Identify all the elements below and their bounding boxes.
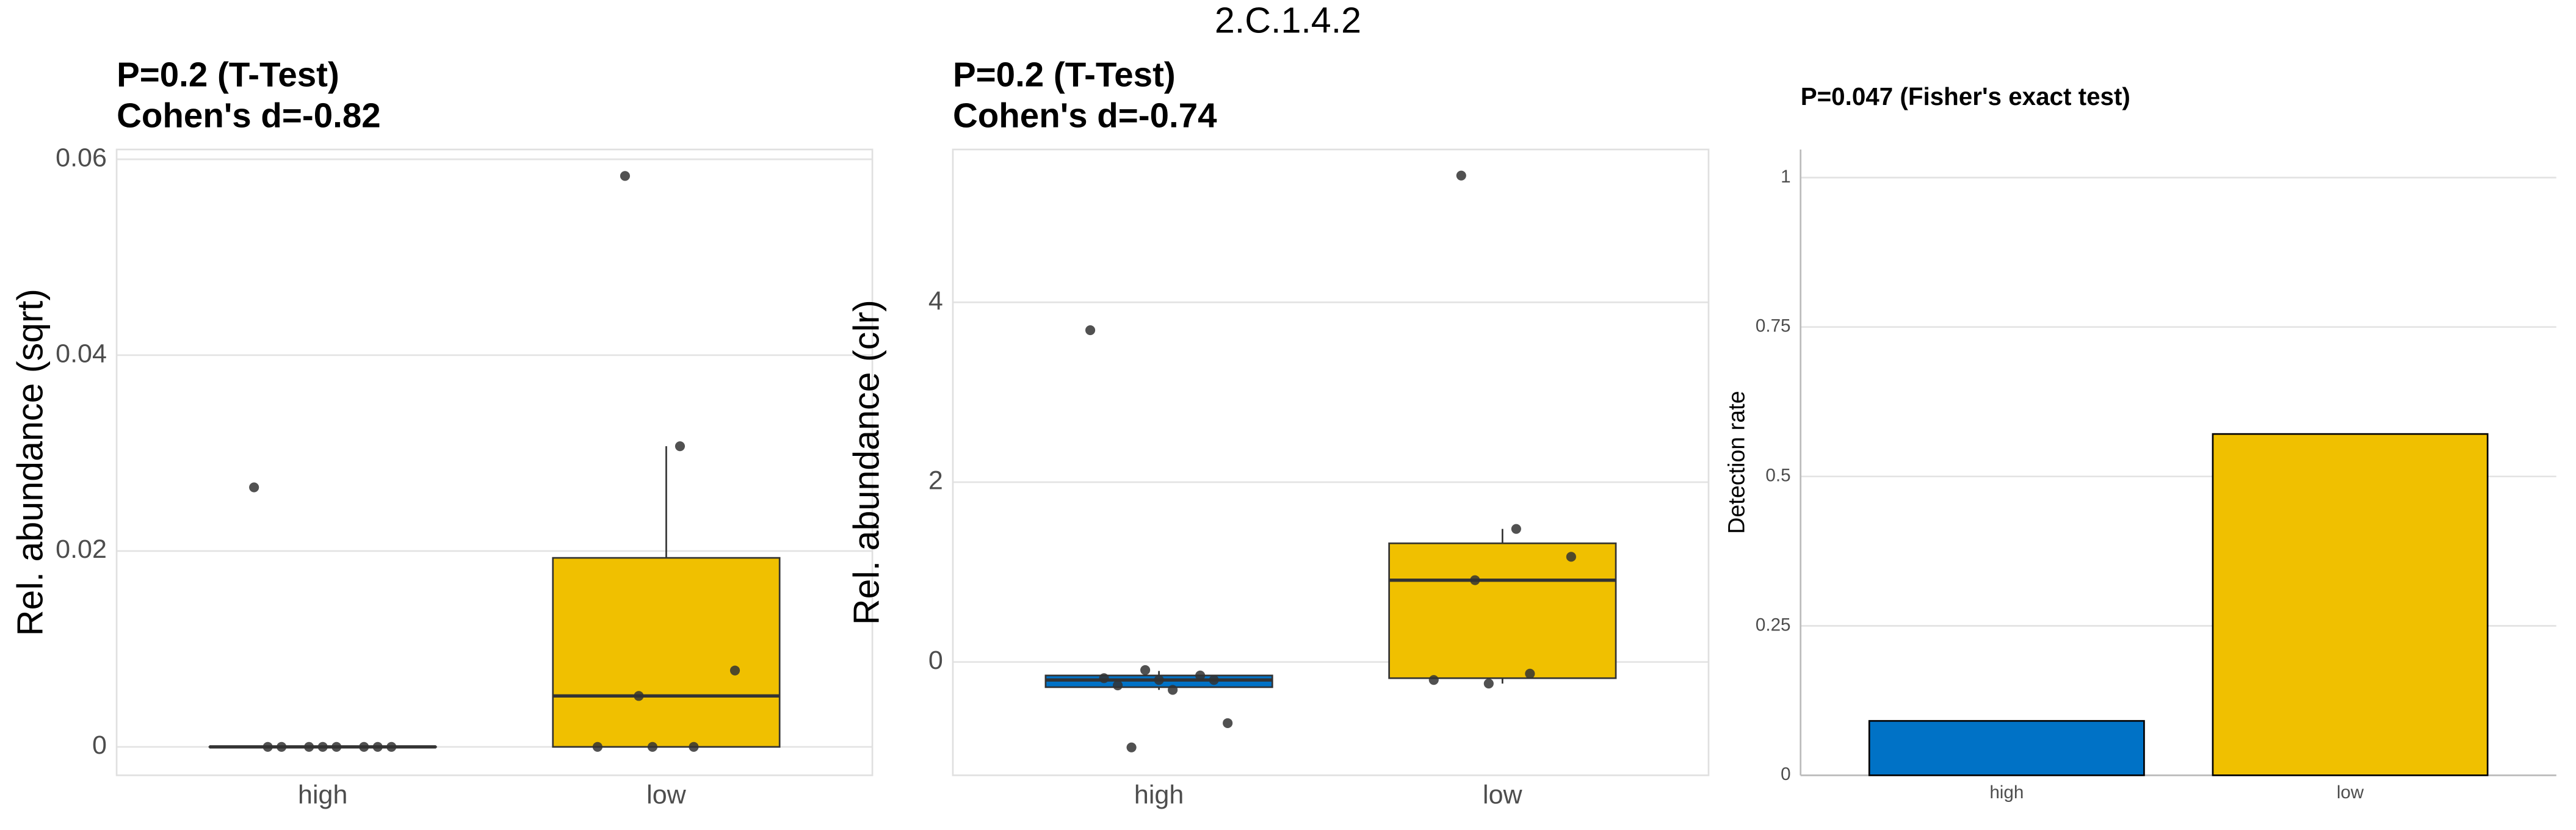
- data-point: [1483, 678, 1494, 689]
- y-tick-label: 2: [928, 466, 943, 495]
- y-tick-label: 1: [1781, 167, 1790, 187]
- y-tick-label: 0.04: [56, 339, 107, 368]
- data-point: [1099, 673, 1109, 684]
- data-point: [359, 742, 369, 752]
- y-tick-label: 0: [92, 731, 107, 760]
- x-tick-label: low: [1483, 781, 1523, 810]
- y-tick-label: 0: [928, 646, 943, 675]
- x-tick-label: high: [1989, 782, 2024, 803]
- y-axis-label: Rel. abundance (sqrt): [9, 289, 50, 636]
- y-tick-label: 0: [1781, 764, 1790, 784]
- x-tick-label: high: [298, 781, 347, 810]
- chart-subtitle: Cohen's d=-0.74: [953, 96, 1217, 135]
- data-point: [592, 742, 602, 752]
- data-point: [647, 742, 658, 752]
- chart-title: P=0.2 (T-Test): [117, 55, 339, 93]
- data-point: [1154, 675, 1164, 685]
- data-point: [1168, 685, 1178, 695]
- data-point: [1209, 675, 1219, 685]
- data-point: [729, 665, 740, 676]
- data-point: [262, 742, 273, 752]
- data-point: [304, 742, 314, 752]
- data-point: [1223, 718, 1233, 728]
- data-point: [1511, 524, 1521, 534]
- y-tick-label: 0.25: [1756, 615, 1791, 635]
- y-axis-label: Detection rate: [1723, 391, 1749, 533]
- data-point: [1566, 552, 1576, 562]
- data-point: [1195, 670, 1206, 680]
- data-point: [317, 742, 328, 752]
- y-tick-label: 0.06: [56, 143, 107, 172]
- bar: [1868, 720, 2145, 776]
- x-tick-label: low: [646, 781, 687, 810]
- y-tick-label: 0.5: [1765, 465, 1790, 485]
- data-point: [277, 742, 287, 752]
- data-point: [386, 742, 397, 752]
- data-point: [1470, 575, 1480, 585]
- data-point: [1525, 668, 1535, 679]
- box: [1388, 542, 1617, 679]
- y-tick-label: 0.02: [56, 535, 107, 564]
- data-point: [249, 482, 259, 493]
- data-point: [1140, 665, 1151, 676]
- data-point: [1456, 170, 1466, 181]
- data-point: [620, 171, 631, 181]
- box: [552, 557, 781, 748]
- data-point: [689, 742, 699, 752]
- data-point: [1126, 742, 1137, 752]
- y-tick-label: 0.75: [1756, 316, 1791, 336]
- y-axis-label: Rel. abundance (clr): [845, 300, 886, 625]
- data-point: [675, 441, 686, 452]
- chart-subtitle: Cohen's d=-0.82: [117, 96, 381, 135]
- figure-title: 2.C.1.4.2: [1215, 0, 1361, 40]
- data-point: [372, 742, 383, 752]
- data-point: [1085, 325, 1096, 336]
- data-point: [1428, 675, 1439, 685]
- panel-border: [952, 148, 1710, 776]
- x-tick-label: high: [1134, 781, 1184, 810]
- data-point: [1113, 680, 1123, 691]
- x-tick-label: low: [2337, 782, 2364, 803]
- bar: [2212, 433, 2489, 776]
- data-point: [331, 742, 342, 752]
- chart-title: P=0.047 (Fisher's exact test): [1801, 82, 2130, 110]
- chart-title: P=0.2 (T-Test): [953, 55, 1176, 93]
- data-point: [634, 691, 644, 701]
- y-tick-label: 4: [928, 286, 943, 316]
- panel-border: [115, 148, 874, 776]
